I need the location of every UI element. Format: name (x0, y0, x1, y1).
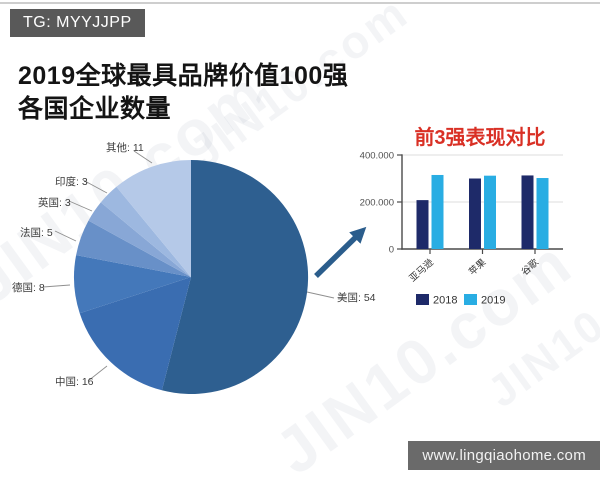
bar-亚马逊-2018 (416, 200, 429, 249)
pie-leader-法国 (54, 230, 77, 242)
main-title: 2019全球最具品牌价值100强 各国企业数量 (18, 60, 348, 126)
pie-leader-印度 (82, 179, 108, 194)
y-tick-label: 200.000 (360, 198, 394, 209)
tg-badge: TG: MYYJJPP (10, 9, 145, 37)
bar-谷歌-2018 (521, 175, 534, 249)
bar-chart-title: 前3强表现对比 (414, 127, 546, 149)
pie-slice-德国 (74, 255, 191, 314)
pie-leader-其他 (133, 150, 153, 164)
legend-swatch-2019 (464, 294, 477, 305)
y-tick-label: 0 (389, 245, 394, 256)
bar-苹果-2019 (484, 175, 496, 249)
pie-slice-印度 (100, 186, 191, 277)
legend-label-2019: 2019 (481, 295, 505, 307)
pie-leader-美国 (306, 291, 335, 299)
pie-leader-英国 (68, 200, 93, 212)
pie-label-德国: 德国: 8 (12, 281, 45, 294)
pie-leader-德国 (42, 284, 71, 288)
pie-slice-美国 (161, 159, 309, 394)
pie-leader-中国 (87, 365, 108, 382)
main-title-line2: 各国企业数量 (18, 95, 172, 123)
bar-苹果-2018 (469, 178, 481, 249)
bar-亚马逊-2019 (431, 174, 444, 249)
main-title-line1: 2019全球最具品牌价值100强 (18, 62, 349, 90)
website-badge: www.lingqiaohome.com (408, 441, 600, 470)
pie-label-英国: 英国: 3 (38, 196, 71, 209)
bar-谷歌-2019 (536, 178, 549, 249)
pie-label-印度: 印度: 3 (55, 175, 88, 188)
arrow-to-bar-chart (314, 226, 367, 278)
legend-swatch-2018 (416, 294, 429, 305)
y-tick-label: 400.000 (360, 151, 394, 162)
x-category-label-苹果: 苹果 (466, 256, 489, 278)
pie-label-美国: 美国: 54 (337, 291, 376, 304)
top-divider (0, 2, 600, 4)
pie-slice-其他 (116, 159, 191, 277)
pie-slice-英国 (88, 202, 191, 277)
pie-slice-中国 (79, 277, 191, 391)
pie-label-其他: 其他: 11 (106, 141, 144, 154)
pie-label-法国: 法国: 5 (20, 226, 53, 239)
pie-label-中国: 中国: 16 (55, 375, 94, 388)
legend-label-2018: 2018 (433, 295, 457, 307)
x-category-label-谷歌: 谷歌 (519, 256, 542, 278)
pie-slice-法国 (76, 220, 191, 277)
x-category-label-亚马逊: 亚马逊 (407, 257, 436, 285)
